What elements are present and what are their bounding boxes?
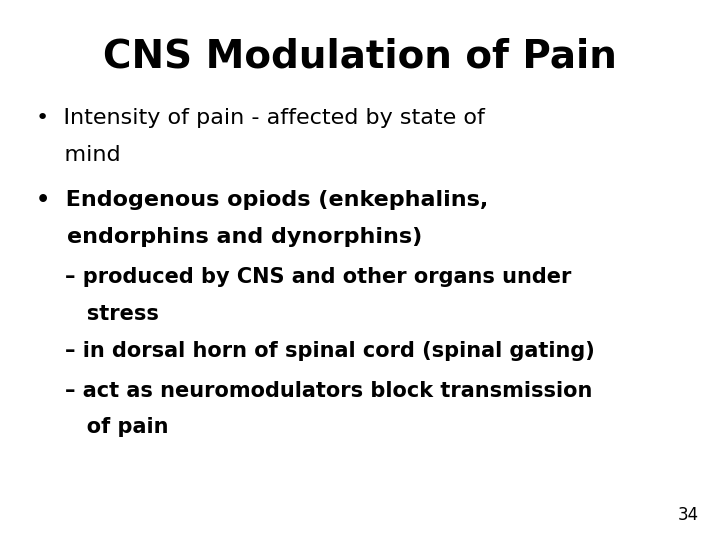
Text: CNS Modulation of Pain: CNS Modulation of Pain [103, 38, 617, 76]
Text: •  Intensity of pain - affected by state of: • Intensity of pain - affected by state … [36, 108, 485, 128]
Text: of pain: of pain [36, 417, 168, 437]
Text: – produced by CNS and other organs under: – produced by CNS and other organs under [36, 267, 572, 287]
Text: stress: stress [36, 304, 159, 324]
Text: endorphins and dynorphins): endorphins and dynorphins) [36, 227, 422, 247]
Text: mind: mind [36, 145, 121, 165]
Text: – in dorsal horn of spinal cord (spinal gating): – in dorsal horn of spinal cord (spinal … [36, 341, 595, 361]
Text: •  Endogenous opiods (enkephalins,: • Endogenous opiods (enkephalins, [36, 190, 488, 210]
Text: – act as neuromodulators block transmission: – act as neuromodulators block transmiss… [36, 381, 593, 401]
Text: 34: 34 [678, 506, 698, 524]
